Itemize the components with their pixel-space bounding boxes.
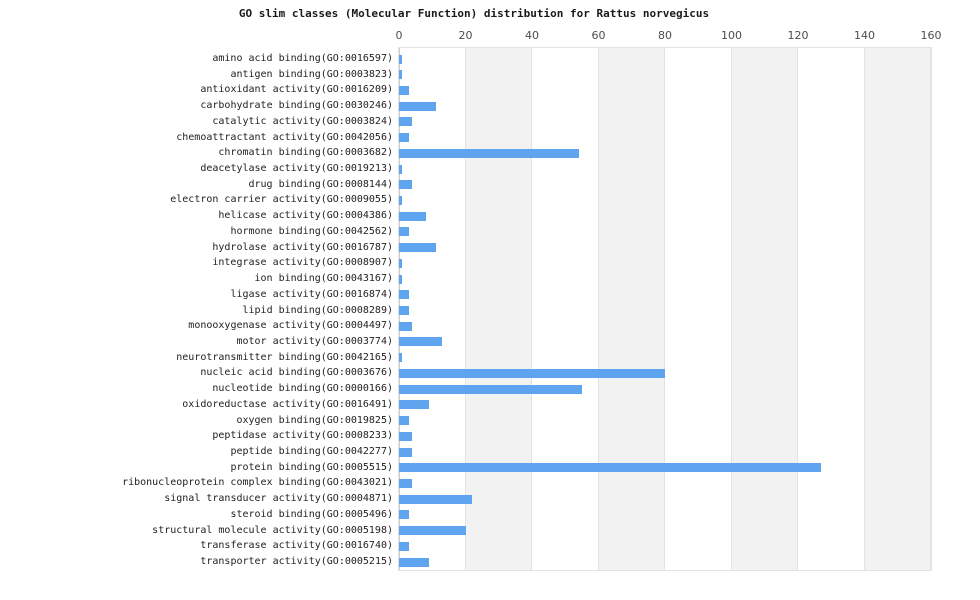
bar	[399, 337, 443, 347]
y-axis-category-label: nucleotide binding(GO:0000166)	[212, 383, 393, 395]
y-axis-category-label: neurotransmitter binding(GO:0042165)	[176, 351, 393, 363]
y-axis-category-label: ion binding(GO:0043167)	[254, 273, 393, 285]
bar	[399, 85, 409, 95]
bar	[399, 478, 413, 488]
bar	[399, 164, 403, 174]
y-axis-category-label: antigen binding(GO:0003823)	[230, 68, 393, 80]
y-axis-category-label: hydrolase activity(GO:0016787)	[212, 241, 393, 253]
plot-area	[399, 48, 931, 570]
bar	[399, 353, 403, 363]
bar	[399, 290, 409, 300]
bar	[399, 195, 403, 205]
bar	[399, 447, 413, 457]
y-axis-category-label: transferase activity(GO:0016740)	[200, 540, 393, 552]
y-axis-category-label: integrase activity(GO:0008907)	[212, 257, 393, 269]
y-axis-category-label: monooxygenase activity(GO:0004497)	[188, 320, 393, 332]
y-axis-category-label: motor activity(GO:0003774)	[236, 335, 393, 347]
bar	[399, 321, 413, 331]
y-axis-category-label: structural molecule activity(GO:0005198)	[152, 524, 393, 536]
x-axis-tick-label: 120	[787, 29, 809, 42]
y-axis-category-label: hormone binding(GO:0042562)	[230, 225, 393, 237]
gridline	[863, 48, 865, 570]
x-axis-tick-label: 160	[920, 29, 942, 42]
bar	[399, 274, 403, 284]
bar	[399, 180, 413, 190]
bar	[399, 211, 426, 221]
bar	[399, 306, 409, 316]
bar	[399, 510, 409, 520]
bar	[399, 463, 822, 473]
bar	[399, 541, 409, 551]
gridline	[464, 48, 466, 570]
bar	[399, 416, 409, 426]
x-axis-tick-label: 40	[525, 29, 539, 42]
x-axis-tick-label: 80	[658, 29, 672, 42]
x-axis-tick-label: 0	[395, 29, 403, 42]
bar	[399, 557, 429, 567]
y-axis-category-label: electron carrier activity(GO:0009055)	[170, 194, 393, 206]
x-axis-tick-label: 60	[591, 29, 606, 42]
bar	[399, 54, 403, 64]
gridline	[730, 48, 732, 570]
bar	[399, 526, 466, 536]
y-axis-category-label: ribonucleoprotein complex binding(GO:004…	[122, 477, 393, 489]
bar	[399, 431, 413, 441]
bar	[399, 227, 409, 237]
bar	[399, 368, 665, 378]
bar	[399, 258, 403, 268]
gridline	[531, 48, 532, 570]
y-axis-category-label: antioxidant activity(GO:0016209)	[200, 84, 393, 96]
y-axis-category-label: transporter activity(GO:0005215)	[200, 556, 393, 568]
y-axis-category-label: lipid binding(GO:0008289)	[242, 304, 393, 316]
chart-title: GO slim classes (Molecular Function) dis…	[238, 7, 710, 20]
x-axis-tick-label: 20	[458, 29, 473, 42]
y-axis-category-label: carbohydrate binding(GO:0030246)	[200, 100, 393, 112]
bar	[399, 243, 436, 253]
y-axis-category-label: peptide binding(GO:0042277)	[230, 446, 393, 457]
bar	[399, 117, 413, 127]
gridline	[930, 48, 931, 570]
gridline	[597, 48, 599, 570]
y-axis-category-label: nucleic acid binding(GO:0003676)	[200, 367, 393, 379]
bar	[399, 70, 403, 80]
y-axis-category-label: ligase activity(GO:0016874)	[230, 288, 393, 300]
bar	[399, 148, 579, 158]
bar	[399, 133, 409, 143]
y-axis-category-label: steroid binding(GO:0005496)	[230, 508, 393, 520]
y-axis-category-label: protein binding(GO:0005515)	[230, 461, 393, 473]
y-axis-category-label: chromatin binding(GO:0003682)	[218, 147, 393, 159]
x-axis-tick-label: 140	[854, 29, 875, 42]
y-axis-category-label: helicase activity(GO:0004386)	[218, 210, 393, 222]
y-axis-category-label: catalytic activity(GO:0003824)	[212, 115, 393, 127]
gridline	[664, 48, 665, 570]
bar	[399, 384, 582, 394]
y-axis-category-label: drug binding(GO:0008144)	[248, 178, 394, 190]
x-axis-tick-label: 100	[721, 29, 742, 42]
y-axis-category-label: deacetylase activity(GO:0019213)	[200, 163, 393, 175]
y-axis-category-label: signal transducer activity(GO:0004871)	[164, 493, 393, 505]
y-axis-category-label: peptidase activity(GO:0008233)	[212, 430, 393, 442]
y-axis-category-label: chemoattractant activity(GO:0042056)	[176, 131, 393, 143]
y-axis-category-label: oxidoreductase activity(GO:0016491)	[182, 398, 393, 410]
y-axis-category-label: amino acid binding(GO:0016597)	[212, 53, 393, 64]
bar	[399, 101, 436, 111]
bar	[399, 400, 429, 410]
bar	[399, 494, 473, 504]
gridline	[797, 48, 798, 570]
y-axis-category-label: oxygen binding(GO:0019825)	[236, 414, 393, 426]
